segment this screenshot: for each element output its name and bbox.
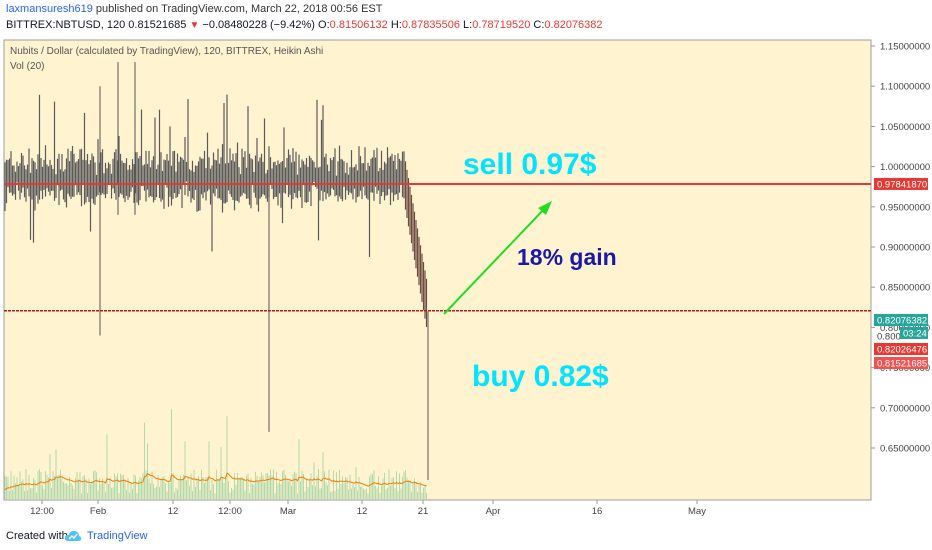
tradingview-link[interactable]: TradingView bbox=[87, 530, 148, 542]
footer: Created with TradingView bbox=[0, 522, 932, 550]
x-tick-label: May bbox=[688, 506, 706, 517]
volume-ma-line bbox=[4, 472, 427, 491]
last-price: 0.81521685 bbox=[128, 19, 187, 31]
price-label-text: 0.82076382 bbox=[877, 316, 927, 327]
volume-label: Vol (20) bbox=[10, 61, 44, 72]
price-label-box bbox=[874, 177, 928, 190]
close-value: 0.82076382 bbox=[544, 19, 603, 31]
close-label: C: bbox=[533, 19, 545, 31]
created-with-text: Created with bbox=[6, 530, 68, 542]
arrow-head-icon bbox=[538, 201, 552, 215]
y-tick-label: 0.90000000 bbox=[880, 243, 930, 254]
x-tick-label: 21 bbox=[418, 506, 429, 517]
price-chart[interactable]: 1.15000000 1.10000000 1.05000000 1.00000000… bbox=[0, 36, 932, 522]
x-tick-label: Feb bbox=[90, 506, 106, 517]
x-tick-label: 12:00 bbox=[218, 506, 242, 517]
low-label: L: bbox=[463, 19, 473, 31]
low-value: 0.78719520 bbox=[472, 19, 531, 31]
countdown-box bbox=[900, 327, 928, 339]
symbol-label: BITTREX:NBTUSD, 120 bbox=[6, 19, 126, 31]
author-link[interactable]: laxmansuresh619 bbox=[6, 3, 93, 15]
y-tick-label: 0.65000000 bbox=[880, 444, 930, 455]
horizontal-lines bbox=[4, 182, 871, 312]
x-axis[interactable]: 12:00 Feb 12 12:00 Mar 12 21 Apr 16 May bbox=[30, 500, 706, 517]
tradingview-cloud-icon[interactable] bbox=[64, 529, 82, 543]
y-tick-label: 1.05000000 bbox=[880, 122, 930, 133]
open-label: O: bbox=[318, 19, 330, 31]
y-tick-label: 0.85000000 bbox=[880, 283, 930, 294]
high-label: H: bbox=[390, 19, 402, 31]
y-tick-label: 0.800 bbox=[877, 332, 901, 343]
x-tick-label: 12:00 bbox=[30, 506, 54, 517]
gain-annotation: 18% gain bbox=[517, 244, 617, 270]
y-tick-label: 1.15000000 bbox=[880, 42, 930, 53]
buy-annotation: buy 0.82$ bbox=[472, 360, 609, 393]
chart-area[interactable]: 1.15000000 1.10000000 1.05000000 1.00000000… bbox=[0, 36, 932, 522]
countdown-text: 03:24 bbox=[903, 329, 927, 340]
ohlc-line: BITTREX:NBTUSD, 120 0.81521685 ▼ −0.0848… bbox=[6, 19, 603, 31]
y-tick-label: 0.70000000 bbox=[880, 403, 930, 414]
gain-arrow bbox=[443, 205, 548, 315]
chart-title: Nubits / Dollar (calculated by TradingVi… bbox=[10, 46, 323, 57]
publish-info: laxmansuresh619 published on TradingView… bbox=[6, 3, 383, 15]
price-labels: 0.97841870 0.82076382 0.800 03:24 0.82026476… bbox=[874, 177, 928, 370]
price-label-text: 0.81521685 bbox=[877, 359, 927, 370]
price-change: −0.08480228 (−9.42%) bbox=[202, 19, 315, 31]
x-tick-label: Apr bbox=[486, 506, 501, 517]
y-tick-label: 0.95000000 bbox=[880, 202, 930, 213]
price-label-text: 0.82026476 bbox=[877, 345, 927, 356]
price-label-text: 0.97841870 bbox=[877, 179, 927, 190]
y-tick-label: 1.00000000 bbox=[880, 162, 930, 173]
x-tick-label: 12 bbox=[357, 506, 368, 517]
price-label-box bbox=[874, 343, 928, 355]
x-tick-label: Mar bbox=[280, 506, 296, 517]
price-label-box bbox=[874, 314, 928, 326]
y-tick-label: 1.10000000 bbox=[880, 82, 930, 93]
x-tick-label: 16 bbox=[592, 506, 603, 517]
chart-header: laxmansuresh619 published on TradingView… bbox=[0, 0, 932, 36]
open-value: 0.81506132 bbox=[329, 19, 388, 31]
down-triangle-icon: ▼ bbox=[189, 20, 200, 31]
plot-background bbox=[3, 39, 872, 501]
price-label-box bbox=[874, 357, 928, 369]
x-tick-label: 12 bbox=[168, 506, 179, 517]
high-value: 0.87835506 bbox=[401, 19, 460, 31]
published-text: published on TradingView.com, March 22, … bbox=[92, 3, 383, 15]
sell-annotation: sell 0.97$ bbox=[463, 148, 597, 181]
y-axis[interactable]: 1.15000000 1.10000000 1.05000000 1.00000000… bbox=[871, 42, 930, 455]
